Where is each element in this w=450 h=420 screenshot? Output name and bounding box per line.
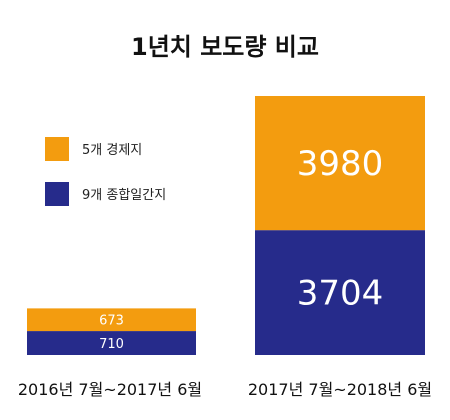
category-label-2: 2017년 7월~2018년 6월: [248, 380, 432, 399]
bars: [27, 96, 425, 355]
legend-label-economic: 5개 경제지: [82, 143, 142, 158]
data-labels: 710 673 3704 3980: [99, 144, 383, 352]
category-label-1: 2016년 7월~2017년 6월: [18, 380, 202, 399]
legend-swatch-economic: [45, 137, 69, 161]
legend-swatch-general: [45, 182, 69, 206]
value-label-economic-2: 3980: [297, 144, 384, 184]
bar-economic-2: [255, 96, 425, 231]
legend-label-general: 9개 종합일간지: [82, 188, 166, 203]
chart-title: 1년치 보도량 비교: [131, 33, 319, 61]
value-label-general-1: 710: [99, 337, 124, 352]
value-label-economic-1: 673: [99, 314, 124, 329]
value-label-general-2: 3704: [297, 274, 384, 314]
bar-economic-1: [27, 308, 196, 332]
bar-general-2: [255, 230, 425, 355]
bar-general-1: [27, 331, 196, 355]
legend: 5개 경제지 9개 종합일간지: [45, 137, 166, 206]
